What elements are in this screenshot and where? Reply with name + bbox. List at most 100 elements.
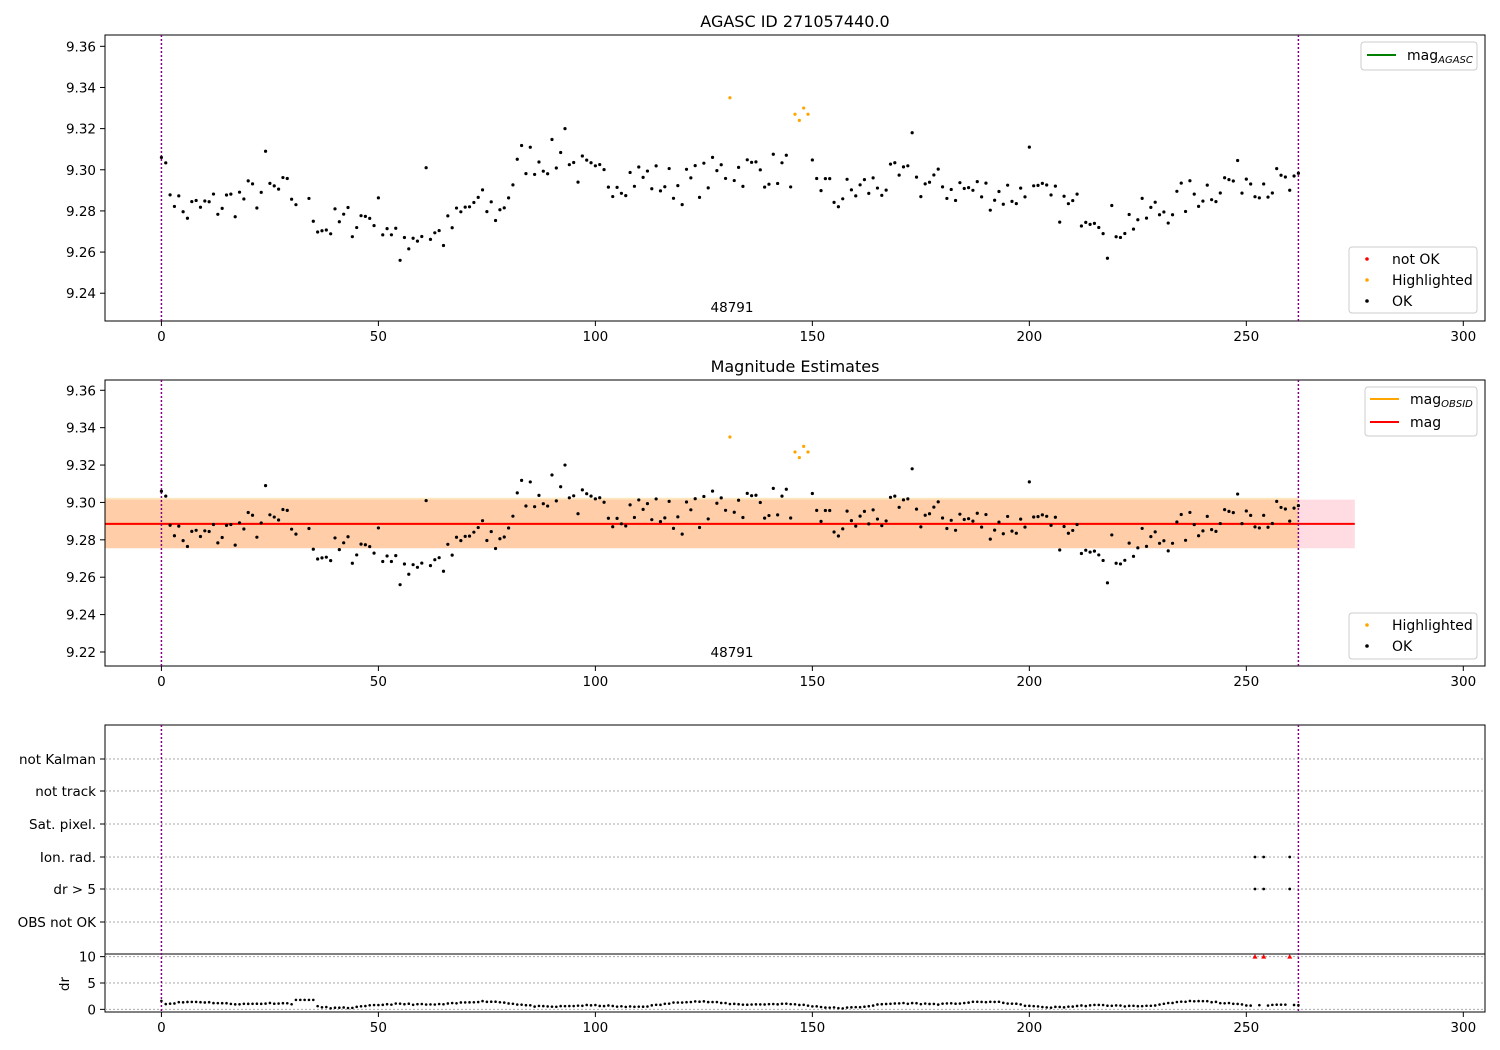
ok-point xyxy=(1036,515,1040,519)
ok-point xyxy=(585,492,589,496)
ok-point xyxy=(476,195,480,200)
dr-point xyxy=(225,1001,228,1005)
ok-point xyxy=(198,205,203,209)
ok-point xyxy=(789,185,793,189)
y-tick-label: 9.28 xyxy=(66,533,96,549)
ok-point xyxy=(1118,235,1123,240)
dr-point xyxy=(502,1001,506,1004)
ok-point xyxy=(263,484,268,488)
dr-point xyxy=(294,998,298,1002)
ok-point xyxy=(567,496,571,500)
dr-point xyxy=(750,1003,753,1006)
ok-point xyxy=(1236,492,1240,496)
dr-point xyxy=(1271,1003,1274,1007)
ok-point xyxy=(1270,191,1274,195)
dr-tick-label: 5 xyxy=(87,976,96,992)
ok-point xyxy=(723,508,728,512)
dr-point xyxy=(1110,1004,1114,1008)
ok-point xyxy=(1045,183,1049,187)
dr-point xyxy=(1236,1002,1239,1006)
ok-point xyxy=(628,503,632,507)
highlighted-point xyxy=(802,106,806,110)
dr-point xyxy=(537,1004,541,1008)
dr-point xyxy=(576,1004,580,1007)
dr-point xyxy=(1136,1004,1140,1008)
dr-point xyxy=(1240,1003,1244,1006)
legend-ok: OK xyxy=(1392,294,1413,310)
svg-text:magAGASC: magAGASC xyxy=(1407,48,1473,66)
ok-point xyxy=(1019,186,1023,190)
dr-point xyxy=(1158,1003,1161,1006)
ok-point xyxy=(732,178,736,183)
ok-point xyxy=(1275,167,1279,171)
ok-point xyxy=(611,525,615,529)
x-tick-label: 200 xyxy=(1016,674,1042,690)
ok-point xyxy=(190,529,194,533)
dr-point xyxy=(546,1005,549,1008)
dr-point xyxy=(268,1001,272,1005)
ok-point xyxy=(962,186,966,191)
dr-point xyxy=(303,998,306,1002)
ok-point xyxy=(1275,499,1279,504)
ok-point xyxy=(177,194,181,198)
ok-point xyxy=(958,181,962,185)
dr-point xyxy=(329,1006,332,1010)
dr-point xyxy=(719,1001,723,1005)
ok-point xyxy=(637,165,641,169)
ok-point xyxy=(433,558,437,562)
ok-point xyxy=(932,505,936,509)
ok-point xyxy=(255,206,259,210)
dr-point xyxy=(672,1001,675,1004)
ok-point xyxy=(893,161,897,165)
ok-point xyxy=(528,480,532,484)
ok-point xyxy=(645,502,650,506)
ok-point xyxy=(1027,480,1031,484)
highlighted-point xyxy=(793,112,797,116)
ok-point xyxy=(1114,235,1118,239)
dr-point xyxy=(932,1002,936,1006)
ok-point xyxy=(611,194,615,199)
ok-point xyxy=(480,188,485,192)
ok-point xyxy=(988,208,992,212)
ok-point xyxy=(1062,194,1066,198)
ok-point xyxy=(702,494,706,499)
ok-point xyxy=(415,565,420,569)
ok-point xyxy=(285,176,289,181)
ok-point xyxy=(1049,193,1053,197)
ok-point xyxy=(1092,549,1097,553)
ok-point xyxy=(363,214,367,218)
dr-point xyxy=(1132,1004,1135,1008)
dr-point xyxy=(689,1000,693,1004)
ok-point xyxy=(602,167,606,172)
dr-point xyxy=(1214,1000,1218,1004)
dr-point xyxy=(481,999,484,1003)
ok-point xyxy=(1188,510,1192,515)
dr-point xyxy=(611,1004,615,1008)
ok-point xyxy=(849,188,854,192)
ok-point xyxy=(663,516,667,520)
dr-point xyxy=(975,1000,979,1004)
ok-point xyxy=(528,145,532,149)
dr-point xyxy=(646,1005,649,1008)
ok-point xyxy=(615,185,619,189)
x-tick-label: 50 xyxy=(370,329,387,345)
x-tick-label: 250 xyxy=(1233,329,1259,345)
ok-point xyxy=(346,205,350,210)
dr-point xyxy=(667,1002,671,1005)
dr-point xyxy=(871,1004,875,1007)
dr-point xyxy=(1227,1001,1231,1005)
dr-point xyxy=(889,1002,892,1006)
ok-point xyxy=(1231,511,1235,515)
ok-point xyxy=(1157,213,1162,217)
ok-point xyxy=(372,223,376,228)
flag-label: not track xyxy=(35,784,96,800)
ok-point xyxy=(1040,513,1044,517)
ok-point xyxy=(515,157,519,161)
dr-point xyxy=(711,1000,714,1004)
dr-point xyxy=(216,1001,220,1005)
dr-point xyxy=(264,1002,267,1005)
ok-point xyxy=(615,516,619,520)
dr-point xyxy=(351,1006,354,1010)
dr-point xyxy=(637,1005,641,1008)
ok-point xyxy=(763,516,767,520)
